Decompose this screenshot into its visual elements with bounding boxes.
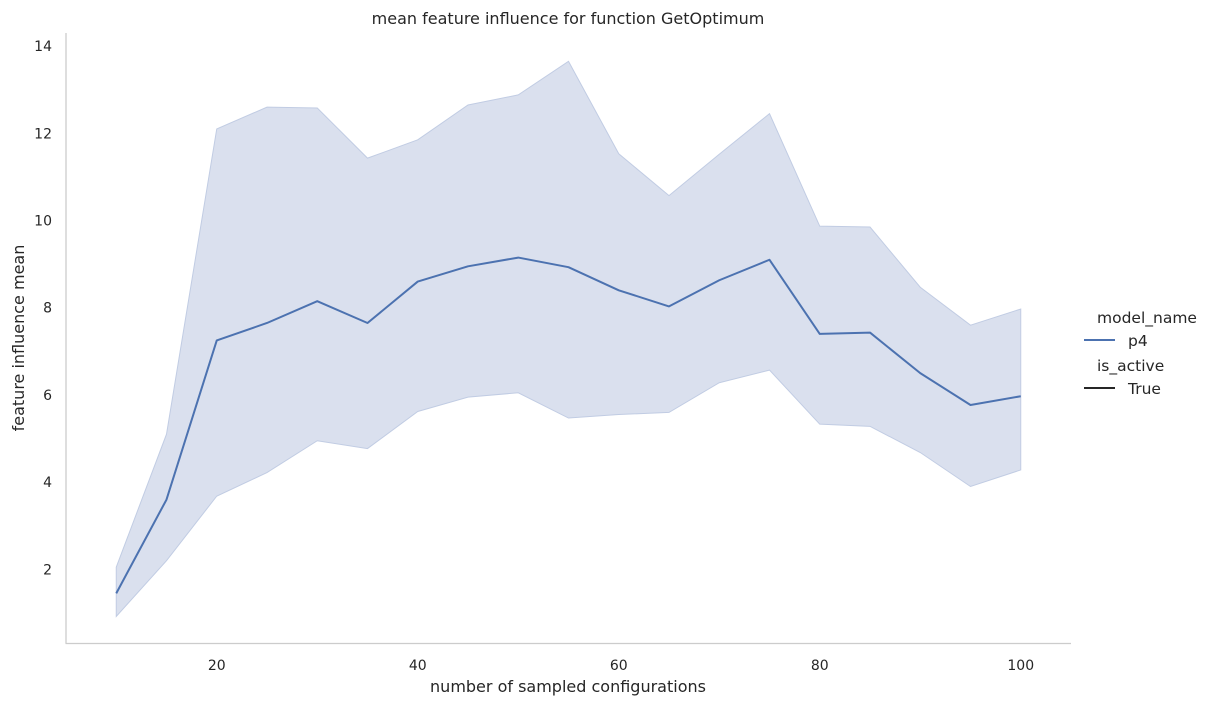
- legend-title-model-name: model_name: [1097, 309, 1197, 328]
- chart-title: mean feature influence for function GetO…: [372, 9, 765, 28]
- y-tick-label: 8: [43, 301, 52, 317]
- legend: model_name p4 is_active True: [1084, 309, 1197, 398]
- y-tick-label: 10: [34, 214, 52, 230]
- plot-area: [115, 60, 1022, 618]
- y-tick-label: 4: [43, 475, 52, 491]
- legend-title-is-active: is_active: [1097, 357, 1164, 376]
- x-tick-label: 60: [610, 658, 628, 674]
- legend-item-p4: p4: [1128, 332, 1148, 350]
- x-axis-label: number of sampled configurations: [430, 677, 706, 696]
- y-tick-label: 12: [34, 126, 52, 142]
- y-tick-label: 14: [34, 39, 52, 55]
- x-tick-label: 20: [208, 658, 226, 674]
- series-line-p4: [115, 256, 1021, 594]
- x-tick-label: 100: [1007, 658, 1034, 674]
- y-tick-label: 6: [43, 388, 52, 404]
- confidence-band: [115, 60, 1022, 618]
- y-ticks: 2 4 6 8 10 12 14: [34, 39, 52, 578]
- y-axis-label: feature influence mean: [9, 245, 28, 432]
- y-tick-label: 2: [43, 562, 52, 578]
- x-tick-label: 40: [409, 658, 427, 674]
- legend-item-true: True: [1127, 380, 1161, 398]
- x-tick-label: 80: [811, 658, 829, 674]
- x-ticks: 20 40 60 80 100: [208, 658, 1034, 674]
